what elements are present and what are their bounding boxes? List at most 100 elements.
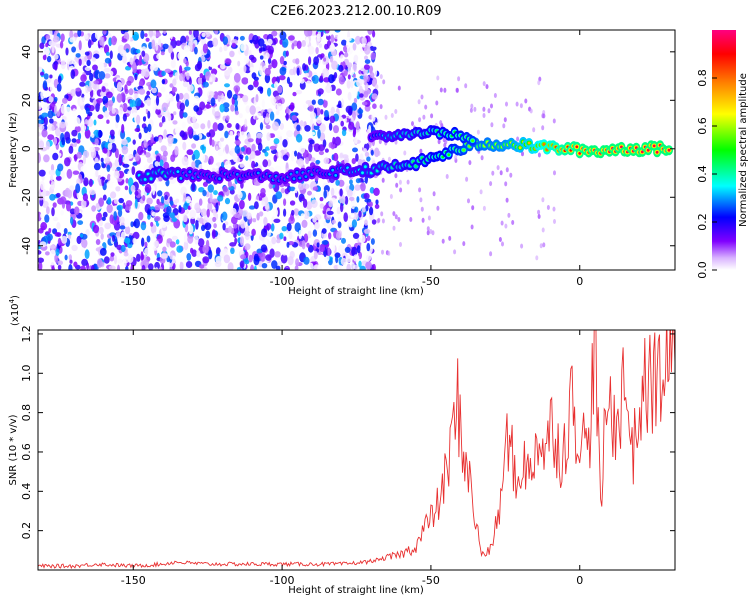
noise-speck <box>169 212 175 219</box>
y-tick-label: -20 <box>20 188 33 206</box>
noise-speck <box>253 265 257 270</box>
noise-speck <box>207 119 211 129</box>
noise-speck <box>221 211 228 221</box>
noise-speck <box>553 219 556 224</box>
noise-speck <box>354 184 361 191</box>
noise-speck <box>186 72 190 81</box>
noise-speck <box>259 55 264 60</box>
noise-speck <box>56 83 62 92</box>
noise-speck <box>53 96 58 102</box>
noise-speck <box>145 152 151 158</box>
noise-speck <box>288 186 296 192</box>
noise-speck <box>251 228 256 236</box>
noise-speck <box>328 122 333 131</box>
noise-speck <box>208 94 212 100</box>
noise-speck <box>539 243 543 249</box>
noise-speck <box>118 263 125 270</box>
noise-speck <box>552 206 556 212</box>
noise-speck <box>254 150 261 156</box>
noise-speck <box>355 121 360 131</box>
noise-speck <box>260 188 266 195</box>
noise-speck <box>241 77 249 85</box>
noise-speck <box>189 209 196 220</box>
noise-speck <box>349 183 355 192</box>
noise-speck <box>372 30 376 38</box>
noise-speck <box>143 68 150 78</box>
noise-speck <box>87 86 93 92</box>
noise-speck <box>267 241 273 249</box>
noise-speck <box>323 157 330 164</box>
noise-speck <box>164 37 170 44</box>
noise-speck <box>261 99 265 109</box>
noise-speck <box>65 47 69 56</box>
figure-title: C2E6.2023.212.00.10.R09 <box>270 4 441 19</box>
noise-speck <box>212 216 217 222</box>
noise-speck <box>334 30 341 33</box>
noise-speck <box>179 102 185 112</box>
noise-speck <box>411 121 414 127</box>
noise-speck <box>365 261 372 270</box>
noise-speck <box>252 34 259 45</box>
noise-speck <box>316 30 323 33</box>
noise-speck <box>134 153 140 162</box>
noise-speck <box>454 154 458 160</box>
noise-speck <box>303 256 310 265</box>
noise-speck <box>154 32 162 37</box>
noise-speck <box>187 126 193 135</box>
noise-speck <box>245 147 252 155</box>
noise-speck <box>392 225 396 231</box>
noise-speck <box>239 236 245 246</box>
signal-track-core <box>295 170 299 174</box>
noise-speck <box>237 60 241 67</box>
noise-speck <box>94 30 99 39</box>
noise-speck <box>75 53 81 58</box>
noise-speck <box>198 133 203 140</box>
noise-speck <box>120 129 126 140</box>
noise-speck <box>343 70 348 77</box>
noise-speck <box>159 122 163 128</box>
noise-speck <box>116 93 123 103</box>
noise-speck <box>361 101 368 106</box>
noise-speck <box>206 132 211 138</box>
upper-branch-core <box>471 139 474 143</box>
noise-speck <box>225 144 229 154</box>
noise-speck <box>213 190 218 196</box>
noise-speck <box>327 247 331 257</box>
noise-speck <box>106 51 110 56</box>
noise-speck <box>55 192 61 198</box>
noise-speck <box>71 129 78 137</box>
noise-speck <box>271 236 277 245</box>
noise-speck <box>48 96 54 103</box>
noise-speck <box>171 217 178 222</box>
noise-speck <box>346 263 351 270</box>
noise-speck <box>186 149 194 156</box>
noise-speck <box>293 208 300 216</box>
noise-speck <box>259 87 264 94</box>
noise-speck <box>147 110 151 119</box>
noise-speck <box>279 122 284 130</box>
noise-speck <box>358 210 362 218</box>
signal-track-core <box>179 177 183 180</box>
noise-speck <box>208 61 215 68</box>
noise-speck <box>298 146 306 154</box>
signal-track-core <box>652 144 656 148</box>
noise-speck <box>535 255 539 261</box>
noise-speck <box>121 145 129 155</box>
noise-speck <box>348 108 353 116</box>
noise-speck <box>49 193 56 201</box>
noise-speck <box>38 104 42 110</box>
noise-speck <box>125 178 129 184</box>
noise-speck <box>39 124 45 131</box>
noise-speck <box>124 237 131 244</box>
noise-speck <box>432 191 436 197</box>
noise-speck <box>537 209 541 215</box>
noise-speck <box>355 178 361 184</box>
noise-speck <box>89 72 94 82</box>
noise-speck <box>254 106 261 113</box>
noise-speck <box>81 238 88 249</box>
noise-speck <box>59 40 64 49</box>
noise-speck <box>457 76 461 82</box>
noise-speck <box>251 160 256 169</box>
noise-speck <box>96 98 104 103</box>
noise-speck <box>61 137 66 146</box>
